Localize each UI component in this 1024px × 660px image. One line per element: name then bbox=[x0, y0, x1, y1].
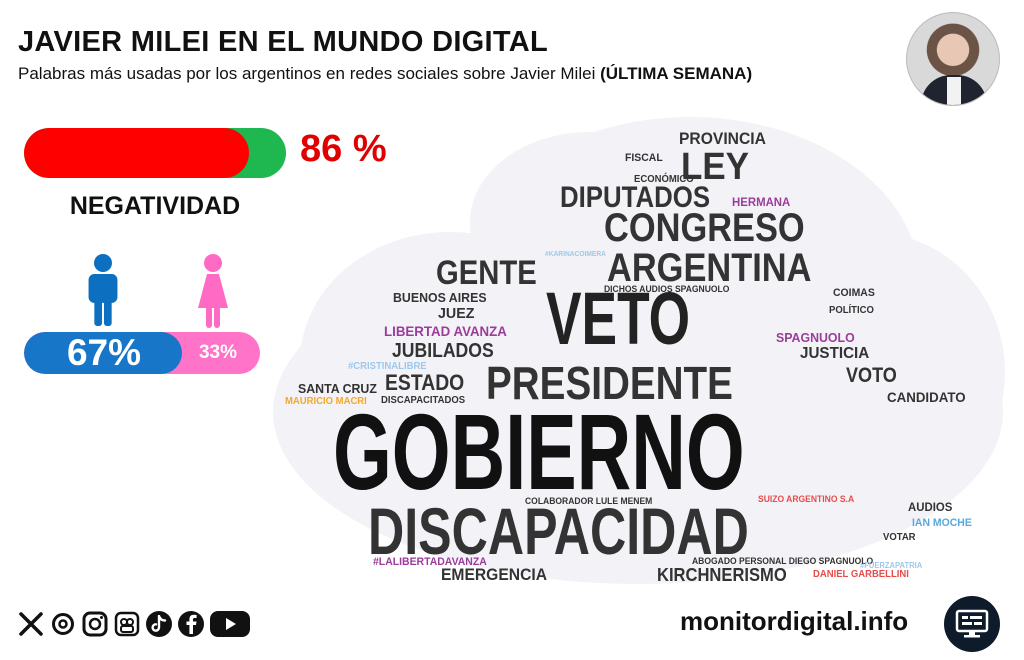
avatar-shirt bbox=[947, 77, 961, 105]
monitor-logo-icon bbox=[944, 596, 1000, 652]
x-icon[interactable] bbox=[18, 611, 44, 637]
kwai-icon[interactable] bbox=[114, 611, 140, 637]
social-icons bbox=[18, 608, 250, 640]
subtitle-period: (ÚLTIMA SEMANA) bbox=[600, 64, 753, 83]
site-url[interactable]: monitordigital.info bbox=[680, 606, 909, 636]
tiktok-icon[interactable] bbox=[146, 611, 172, 637]
word-cloud-background bbox=[273, 117, 1005, 584]
instagram-icon[interactable] bbox=[82, 611, 108, 637]
gender-bar-male-fill bbox=[24, 332, 183, 374]
page-title: JAVIER MILEI EN EL MUNDO DIGITAL bbox=[18, 26, 549, 58]
gender-bar bbox=[24, 332, 260, 374]
negativity-percent: 86 % bbox=[300, 128, 387, 170]
female-percent: 33% bbox=[198, 342, 238, 363]
negativity-bar-fill bbox=[24, 128, 250, 178]
female-icon bbox=[196, 254, 230, 328]
avatar bbox=[906, 12, 1000, 106]
negativity-bar bbox=[24, 128, 286, 178]
page-subtitle: Palabras más usadas por los argentinos e… bbox=[18, 64, 752, 84]
threads-icon[interactable] bbox=[50, 611, 76, 637]
male-icon bbox=[86, 254, 120, 328]
subtitle-text: Palabras más usadas por los argentinos e… bbox=[18, 64, 596, 83]
youtube-icon[interactable] bbox=[210, 611, 250, 637]
facebook-icon[interactable] bbox=[178, 611, 204, 637]
male-percent: 67% bbox=[66, 332, 142, 373]
negativity-label: NEGATIVIDAD bbox=[69, 192, 241, 220]
